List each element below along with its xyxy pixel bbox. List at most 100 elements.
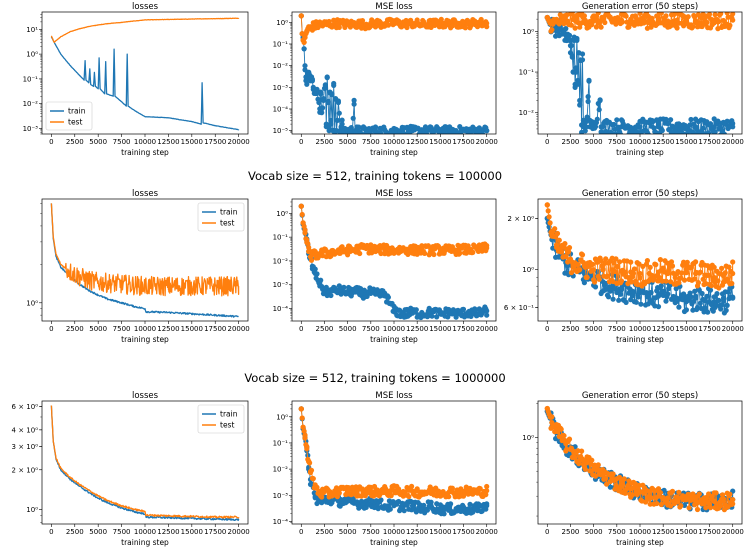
subplot-title: losses: [132, 189, 159, 199]
data-point-test: [301, 428, 307, 434]
data-point-train: [714, 291, 720, 297]
data-point-test: [708, 283, 715, 289]
x-tick-label: 17500: [452, 138, 474, 146]
data-point-test: [654, 500, 660, 507]
data-point-test: [613, 256, 619, 262]
data-point-test: [730, 270, 736, 277]
data-point-test: [579, 252, 586, 258]
data-point-test: [703, 505, 709, 511]
data-point-train: [681, 502, 688, 508]
data-point-test: [678, 503, 684, 509]
data-point-test: [617, 259, 623, 265]
data-point-train: [623, 299, 629, 305]
data-point-train: [322, 82, 328, 88]
data-point-test: [623, 13, 629, 19]
data-point-train: [705, 309, 711, 315]
data-point-train: [712, 129, 718, 134]
x-tick-label: 7500: [113, 528, 131, 536]
data-point-train: [730, 124, 736, 130]
data-point-test: [622, 269, 628, 275]
data-point-test: [600, 267, 606, 273]
data-point-train: [579, 51, 586, 57]
data-point-test: [378, 250, 384, 257]
x-axis-label: training step: [370, 335, 418, 344]
data-point-test: [636, 261, 642, 267]
y-tick-label: 10⁰: [276, 210, 288, 218]
data-point-train: [658, 283, 664, 289]
y-tick-label: 10⁻¹: [519, 69, 535, 77]
data-point-test: [618, 482, 625, 488]
data-point-test: [589, 457, 595, 463]
data-point-train: [659, 127, 665, 134]
data-point-train: [707, 287, 714, 293]
series-line-test: [50, 17, 240, 43]
data-point-train: [592, 284, 599, 290]
data-point-train: [320, 96, 327, 102]
data-point-test: [590, 261, 596, 267]
data-point-train: [585, 94, 591, 100]
data-point-train: [668, 117, 674, 123]
subplot-title: losses: [132, 2, 159, 12]
data-point-train: [597, 97, 603, 104]
data-point-test: [663, 278, 669, 284]
plot-area: [298, 406, 490, 517]
data-point-train: [594, 116, 600, 122]
data-point-test: [611, 260, 617, 266]
x-tick-label: 17500: [452, 528, 474, 536]
data-point-test: [636, 482, 642, 488]
data-point-train: [577, 102, 583, 108]
data-point-test: [603, 475, 609, 481]
data-point-test: [477, 486, 483, 492]
data-point-train: [441, 511, 447, 517]
x-tick-label: 0: [545, 325, 549, 333]
x-tick-label: 10000: [134, 528, 156, 536]
data-point-train: [704, 293, 710, 299]
x-tick-label: 17500: [204, 528, 226, 536]
x-tick-label: 0: [545, 528, 549, 536]
data-point-test: [715, 278, 721, 284]
plot-area: [544, 405, 736, 513]
data-point-train: [676, 304, 682, 310]
x-tick-label: 17500: [452, 325, 474, 333]
legend-box: [197, 202, 245, 232]
plot-area: [544, 12, 736, 134]
data-point-train: [617, 291, 624, 297]
x-tick-label: 20000: [476, 528, 498, 536]
subplot-generation-error-50-steps--r2: Generation error (50 steps) training step…: [522, 391, 744, 547]
data-point-test: [484, 20, 490, 26]
data-point-test: [644, 258, 651, 264]
data-point-test: [409, 483, 415, 489]
y-tick-label: 10⁻³: [273, 281, 289, 289]
data-point-test: [602, 19, 608, 26]
x-tick-label: 0: [299, 325, 303, 333]
x-tick-label: 2500: [66, 325, 84, 333]
y-tick-label: 10⁻¹: [23, 75, 39, 83]
legend-label-train: train: [68, 107, 86, 116]
data-point-train: [723, 307, 729, 313]
data-point-test: [483, 492, 489, 498]
data-point-test: [657, 490, 664, 496]
data-point-test: [647, 264, 653, 270]
data-point-train: [579, 57, 586, 63]
y-tick-label: 10⁻¹: [273, 40, 289, 48]
x-tick-label: 5000: [585, 325, 603, 333]
data-point-test: [695, 280, 702, 286]
data-point-test: [388, 493, 394, 499]
data-point-train: [350, 115, 356, 121]
x-tick-label: 5000: [89, 325, 107, 333]
data-point-train: [592, 124, 599, 130]
data-point-train: [637, 124, 643, 130]
data-point-train: [616, 297, 622, 303]
data-point-train: [683, 307, 690, 313]
data-point-train: [610, 296, 616, 302]
data-point-test: [718, 12, 724, 17]
data-point-test: [566, 436, 573, 442]
data-point-test: [690, 24, 696, 30]
x-tick-label: 20000: [227, 325, 249, 333]
x-tick-label: 5000: [585, 138, 603, 146]
data-point-train: [387, 506, 393, 512]
data-point-train: [690, 129, 696, 134]
data-point-train: [401, 508, 407, 514]
data-point-train: [730, 295, 736, 301]
data-point-train: [596, 107, 602, 113]
